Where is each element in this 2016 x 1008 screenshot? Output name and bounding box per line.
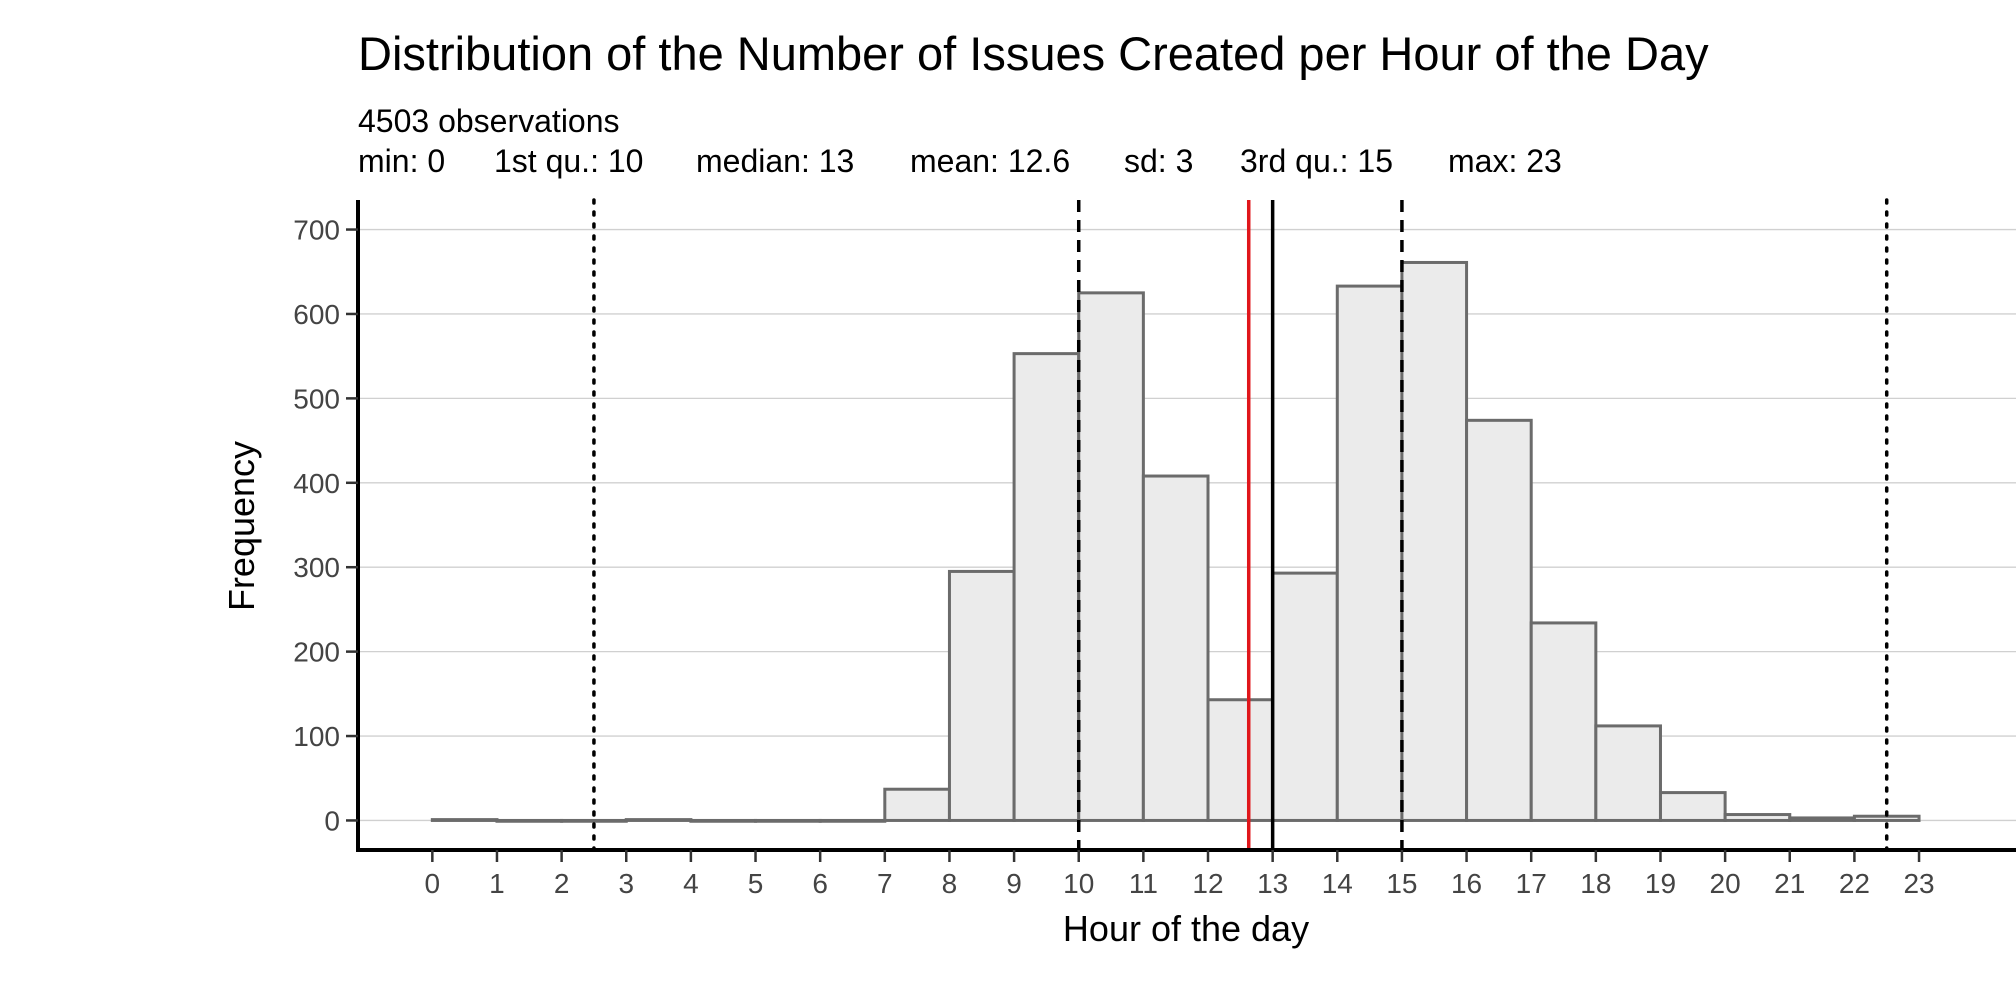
x-tick-label: 9 (1006, 868, 1022, 899)
histogram-bar (1788, 816, 1856, 822)
histogram-bar (883, 787, 951, 822)
stat-label: 3rd qu.: 15 (1240, 143, 1393, 179)
y-axis-title: Frequency (221, 441, 262, 611)
x-tick-label: 16 (1451, 868, 1482, 899)
x-tick-label: 3 (618, 868, 634, 899)
histogram-bar (1852, 814, 1921, 822)
x-tick-label: 20 (1710, 868, 1741, 899)
x-tick-label: 17 (1516, 868, 1547, 899)
histogram-bar (818, 818, 887, 823)
x-tick-label: 12 (1192, 868, 1223, 899)
histogram-bar (1077, 291, 1145, 822)
histogram-bar (1012, 352, 1081, 822)
histogram-bar (495, 818, 564, 823)
histogram-bar (1206, 698, 1275, 822)
y-tick-label: 200 (293, 637, 340, 668)
reference-lines (592, 198, 1889, 852)
stat-label: min: 0 (358, 143, 445, 179)
y-tick-label: 0 (324, 805, 340, 836)
x-axis-title: Hour of the day (1063, 908, 1309, 949)
chart-title: Distribution of the Number of Issues Cre… (358, 27, 1709, 80)
x-tick-label: 0 (425, 868, 441, 899)
x-tick-label: 5 (748, 868, 764, 899)
x-tick-label: 11 (1129, 868, 1158, 899)
x-tick-label: 2 (554, 868, 570, 899)
x-tick-label: 19 (1645, 868, 1676, 899)
x-tick-label: 4 (683, 868, 699, 899)
histogram-bar (560, 818, 628, 823)
histogram-bar (1465, 418, 1533, 822)
histogram-bar (754, 818, 822, 823)
histogram-bar (624, 818, 693, 822)
x-tick-label: 8 (942, 868, 958, 899)
summary-stats-line: min: 0 1st qu.: 10 median: 13 mean: 12.6 sd:… (358, 143, 1562, 179)
x-tick-label: 21 (1774, 868, 1805, 899)
x-tick-label: 10 (1063, 868, 1094, 899)
histogram-bar (1658, 791, 1727, 822)
histogram-bar (1335, 284, 1404, 822)
x-axis-ticks: 0 1 2 3 4 5 6 7 8 9 10 11 12 13 14 15 16 17 18 19 20 21 22 23 (425, 850, 1935, 899)
histogram-bar (1723, 813, 1792, 822)
stat-label: median: 13 (696, 143, 854, 179)
y-tick-label: 500 (293, 383, 340, 414)
histogram-bar (947, 569, 1016, 822)
x-tick-label: 23 (1903, 868, 1934, 899)
axes (356, 200, 2016, 852)
x-tick-label: 1 (489, 868, 505, 899)
histogram-bars (430, 260, 1921, 823)
y-tick-label: 300 (293, 552, 340, 583)
histogram-bar (1594, 724, 1662, 822)
y-axis-ticks: 0 100 200 300 400 500 600 700 (293, 215, 358, 836)
stat-label: 1st qu.: 10 (494, 143, 643, 179)
x-tick-label: 14 (1322, 868, 1353, 899)
histogram-bar (1271, 571, 1339, 822)
stat-label: sd: 3 (1124, 143, 1193, 179)
x-tick-label: 18 (1580, 868, 1611, 899)
x-tick-label: 6 (812, 868, 828, 899)
x-tick-label: 22 (1839, 868, 1870, 899)
histogram-bar (1400, 260, 1469, 822)
histogram-bar (1141, 474, 1210, 822)
chart-subtitle-observations: 4503 observations (358, 103, 620, 139)
y-tick-label: 400 (293, 468, 340, 499)
x-tick-label: 7 (877, 868, 893, 899)
y-tick-label: 700 (293, 215, 340, 246)
histogram-bar (689, 818, 758, 823)
x-tick-label: 13 (1257, 868, 1288, 899)
histogram-bar (430, 818, 499, 822)
histogram-bar (1529, 621, 1598, 822)
y-tick-label: 600 (293, 299, 340, 330)
stat-label: max: 23 (1448, 143, 1562, 179)
y-tick-label: 100 (293, 721, 340, 752)
stat-label: mean: 12.6 (910, 143, 1070, 179)
x-tick-label: 15 (1386, 868, 1417, 899)
